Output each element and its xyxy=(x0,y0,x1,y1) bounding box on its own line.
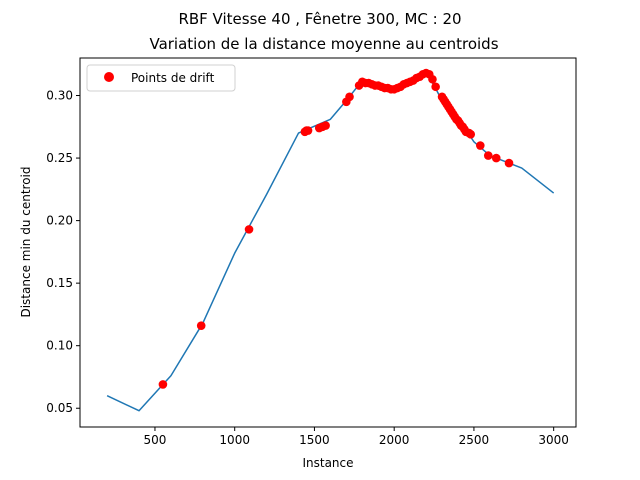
x-tick-label: 500 xyxy=(144,433,167,447)
drift-point xyxy=(483,151,493,160)
drift-point xyxy=(244,225,254,234)
legend-marker xyxy=(104,72,114,82)
drift-point xyxy=(476,141,485,150)
legend-box xyxy=(86,64,236,92)
legend: Points de drift xyxy=(86,64,236,92)
chart-subtitle: Variation de la distance moyenne au cent… xyxy=(149,35,498,53)
drift-point xyxy=(321,121,330,130)
x-tick-label: 1000 xyxy=(219,433,250,447)
x-tick-label: 2500 xyxy=(459,433,490,447)
y-axis-ticks: 0.05 0.10 0.15 0.20 0.25 0.30 xyxy=(46,89,80,415)
drift-point xyxy=(303,126,313,135)
chart-title: RBF Vitesse 40 , Fênetre 300, MC : 20 xyxy=(178,10,461,28)
y-tick-label: 0.30 xyxy=(46,89,73,103)
legend-label: Points de drift xyxy=(131,71,215,85)
plot-content xyxy=(106,68,555,412)
drift-point xyxy=(491,153,501,163)
y-tick-label: 0.15 xyxy=(46,276,73,290)
y-tick-label: 0.05 xyxy=(46,401,73,415)
x-axis-label: Instance xyxy=(302,456,353,470)
drift-point xyxy=(345,92,354,102)
y-tick-label: 0.20 xyxy=(46,214,73,228)
x-tick-label: 2000 xyxy=(379,433,410,447)
x-tick-label: 1500 xyxy=(299,433,330,447)
y-tick-label: 0.10 xyxy=(46,339,73,353)
plot-frame xyxy=(79,57,577,428)
x-tick-label: 3000 xyxy=(538,433,569,447)
drift-point xyxy=(431,82,440,92)
y-tick-label: 0.25 xyxy=(46,151,73,165)
x-axis-ticks: 500 1000 1500 2000 2500 3000 xyxy=(144,427,569,447)
drift-point xyxy=(196,321,206,330)
drift-point xyxy=(428,74,437,84)
y-axis-label: Distance min du centroid xyxy=(19,166,33,317)
drift-point xyxy=(158,380,168,389)
drift-point xyxy=(466,130,476,139)
drift-point xyxy=(504,158,514,168)
